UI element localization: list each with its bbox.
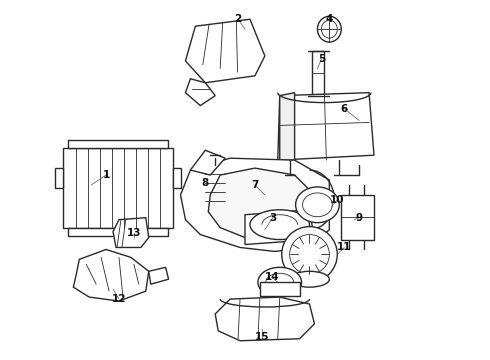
Polygon shape [205,165,225,210]
Polygon shape [149,267,169,284]
Text: 4: 4 [326,14,333,24]
Polygon shape [313,51,324,96]
Polygon shape [245,210,315,244]
Ellipse shape [290,271,329,287]
Ellipse shape [282,227,337,282]
Polygon shape [113,218,149,247]
Ellipse shape [266,273,294,291]
Polygon shape [215,297,315,341]
Ellipse shape [295,187,339,223]
Polygon shape [280,93,294,160]
Text: 11: 11 [337,243,351,252]
Text: 15: 15 [255,332,269,342]
Polygon shape [341,195,374,239]
Ellipse shape [302,193,332,217]
Polygon shape [180,158,329,251]
Polygon shape [69,140,168,148]
Polygon shape [185,19,265,83]
Ellipse shape [290,235,329,274]
Ellipse shape [250,210,310,239]
Text: 1: 1 [102,170,110,180]
Polygon shape [185,79,215,105]
Polygon shape [191,150,225,175]
Text: 9: 9 [356,213,363,223]
Text: 14: 14 [265,272,279,282]
Polygon shape [260,282,299,296]
Polygon shape [55,168,63,188]
Text: 3: 3 [269,213,276,223]
Polygon shape [74,249,149,301]
Text: 6: 6 [341,104,348,113]
Text: 5: 5 [318,54,325,64]
Ellipse shape [318,16,341,42]
Text: 12: 12 [112,294,126,304]
Polygon shape [172,168,180,188]
Text: 2: 2 [234,14,242,24]
Polygon shape [208,168,315,242]
Polygon shape [278,93,374,160]
Text: 8: 8 [202,178,209,188]
Ellipse shape [321,20,337,38]
Text: 7: 7 [251,180,259,190]
Polygon shape [63,148,172,228]
Text: 10: 10 [330,195,344,205]
Polygon shape [69,228,168,235]
Text: 13: 13 [126,228,141,238]
Ellipse shape [258,267,301,297]
